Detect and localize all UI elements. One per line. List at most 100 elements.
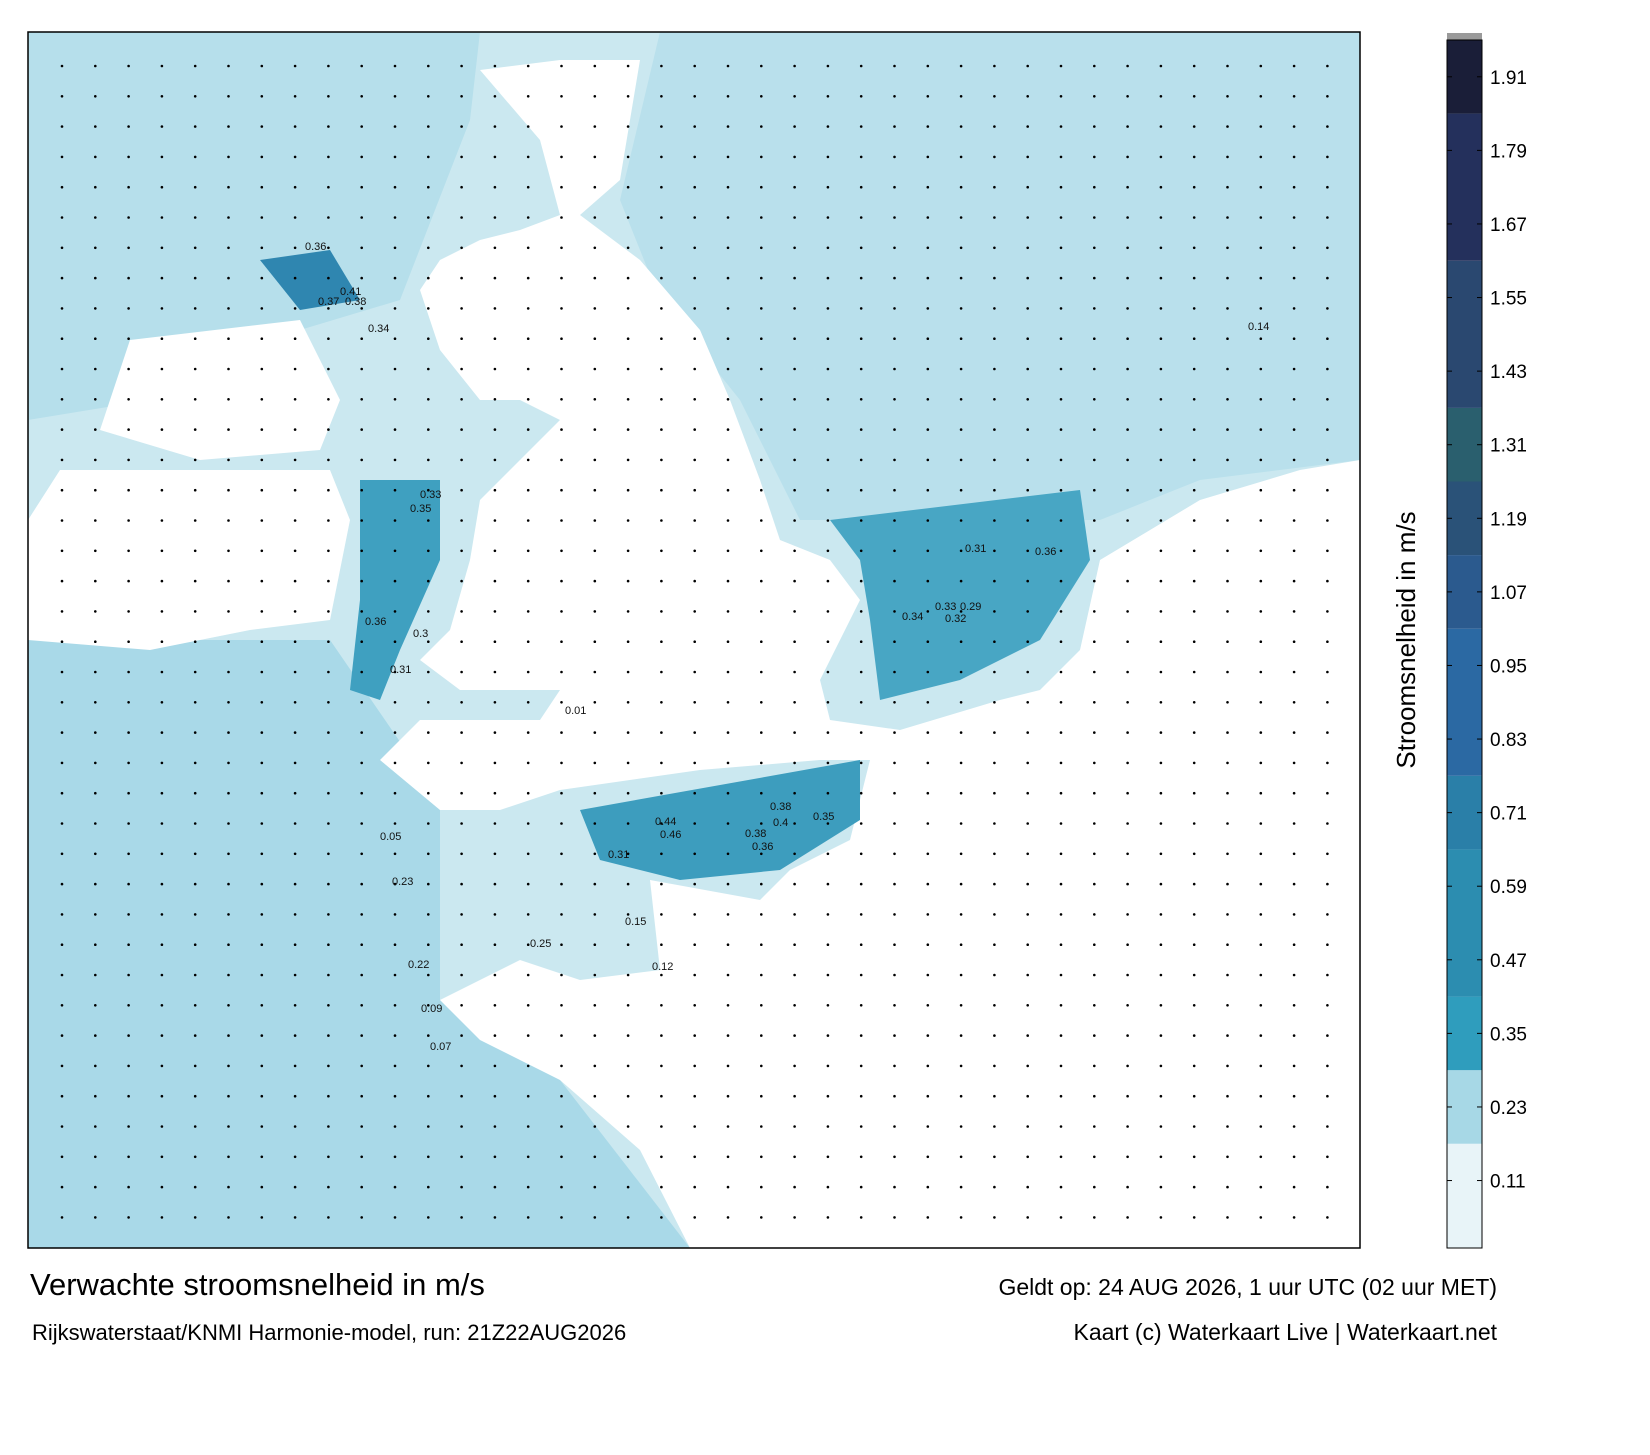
vector-dot [94, 1034, 97, 1037]
speed-label: 0.35 [410, 503, 431, 515]
vector-dot [193, 973, 197, 977]
vector-dot [94, 185, 97, 189]
vector-dot [427, 428, 430, 431]
vector-dot [1126, 640, 1129, 643]
vector-dot [560, 367, 563, 371]
vector-dot [227, 155, 230, 159]
vector-dot [1326, 125, 1329, 128]
vector-dot [859, 973, 863, 977]
shallow-water [28, 640, 690, 1248]
vector-dot [1159, 1004, 1163, 1007]
vector-dot [826, 761, 830, 765]
vector-dot [726, 973, 730, 977]
vector-dot [60, 488, 64, 492]
vector-dot [427, 367, 430, 371]
vector-dot [859, 822, 863, 825]
vector-dot [427, 943, 430, 946]
vector-dot [94, 95, 97, 98]
vector-dot [859, 579, 863, 583]
vector-dot [1126, 1094, 1129, 1098]
vector-dot [893, 1125, 896, 1128]
vector-dot [993, 610, 996, 613]
vector-dot [1093, 549, 1096, 553]
vector-dot [427, 670, 430, 674]
vector-dot [993, 428, 996, 431]
colorbar-tick-label: 0.71 [1490, 804, 1527, 825]
vector-dot [826, 1094, 830, 1098]
vector-dot [393, 882, 397, 886]
vector-dot [160, 640, 164, 643]
vector-dot [360, 640, 364, 643]
vector-dot [60, 95, 64, 98]
vector-dot [1059, 1004, 1063, 1007]
vector-dot [193, 882, 197, 886]
vector-dot [826, 579, 830, 583]
vector-dot [94, 1064, 97, 1068]
vector-dot [327, 337, 330, 341]
vector-dot [360, 610, 364, 613]
vector-dot [293, 1216, 297, 1219]
vector-dot [560, 155, 563, 159]
vector-dot [726, 882, 730, 886]
vector-dot [959, 95, 963, 98]
vector-dot [1093, 670, 1096, 674]
vector-dot [327, 95, 330, 98]
vector-dot [1126, 95, 1129, 98]
vector-dot [327, 579, 330, 583]
vector-dot [60, 670, 64, 674]
vector-dot [626, 337, 630, 341]
speed-label: 0.25 [530, 938, 551, 950]
vector-dot [893, 95, 896, 98]
speed-label: 0.01 [565, 705, 586, 717]
vector-dot [926, 125, 930, 128]
vector-dot [227, 216, 230, 219]
vector-dot [1026, 1155, 1029, 1159]
vector-dot [693, 1034, 696, 1037]
vector-dot [260, 670, 264, 674]
vector-dot [1126, 398, 1129, 401]
colorbar-band [1447, 1143, 1482, 1248]
vector-dot [227, 852, 230, 856]
colorbar-tick-label: 0.59 [1490, 877, 1527, 898]
vector-dot [160, 216, 164, 219]
vector-dot [1159, 216, 1163, 219]
vector-dot [160, 610, 164, 613]
vector-dot [260, 307, 264, 310]
vector-dot [1292, 610, 1296, 613]
vector-dot [293, 307, 297, 310]
vector-dot [393, 549, 397, 553]
vector-dot [1059, 185, 1063, 189]
vector-dot [1292, 943, 1296, 946]
vector-dot [493, 398, 497, 401]
vector-dot [726, 95, 730, 98]
vector-dot [826, 882, 830, 886]
vector-dot [1026, 1125, 1029, 1128]
vector-dot [726, 519, 730, 522]
vector-dot [826, 488, 830, 492]
vector-dot [460, 398, 463, 401]
vector-dot [1226, 246, 1229, 250]
vector-dot [493, 791, 497, 795]
vector-dot [959, 1216, 963, 1219]
colorbar-tick-label: 0.95 [1490, 656, 1527, 677]
vector-dot [1126, 1155, 1129, 1159]
vector-dot [726, 852, 730, 856]
vector-dot [60, 185, 64, 189]
vector-dot [660, 1034, 663, 1037]
vector-dot [926, 610, 930, 613]
vector-dot [526, 488, 530, 492]
vector-dot [693, 1004, 696, 1007]
vector-dot [1093, 64, 1096, 68]
vector-dot [1192, 428, 1196, 431]
vector-dot [1159, 428, 1163, 431]
vector-dot [893, 882, 896, 886]
vector-dot [926, 276, 930, 280]
vector-dot [227, 246, 230, 250]
vector-dot [1026, 246, 1029, 250]
vector-dot [127, 185, 130, 189]
vector-dot [760, 488, 763, 492]
vector-dot [1126, 943, 1129, 946]
vector-dot [1259, 579, 1263, 583]
vector-dot [1292, 1094, 1296, 1098]
vector-dot [1059, 1034, 1063, 1037]
